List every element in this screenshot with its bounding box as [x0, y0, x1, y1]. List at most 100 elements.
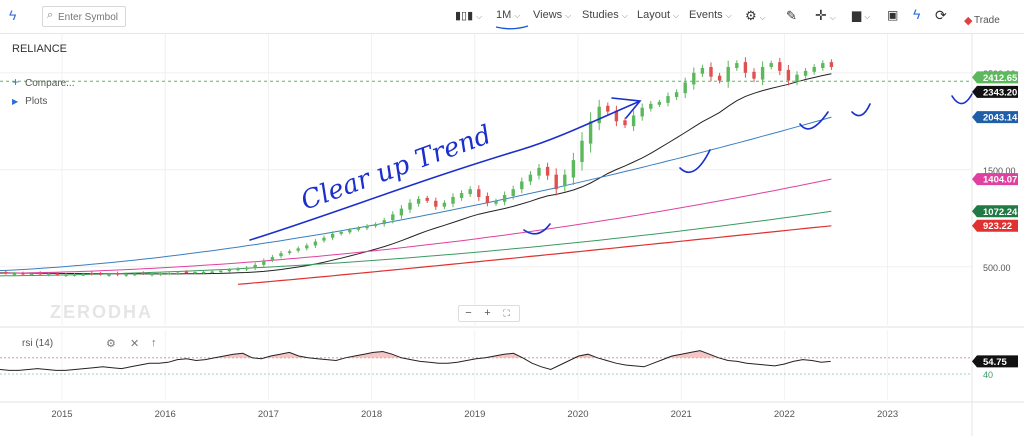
rsi-settings-icon[interactable]: ⚙ [106, 338, 116, 350]
candle [528, 171, 533, 185]
lightning-logo-icon[interactable]: ϟ [9, 7, 17, 23]
price-badge-shape [972, 219, 1018, 232]
layout-menu[interactable]: Layout ⌵ [637, 9, 679, 21]
chevron-down-icon: ⌵ [476, 12, 483, 21]
candle [184, 270, 189, 274]
rsi-close-icon[interactable]: ✕ [130, 338, 140, 350]
crosshair-icon: ✛ [815, 7, 827, 23]
candle-body [743, 62, 748, 73]
candle-body [236, 268, 240, 271]
candle-type-button[interactable]: ▮▯▮ ⌵ [455, 9, 482, 22]
views-menu[interactable]: Views ⌵ [533, 9, 571, 21]
search-icon: ⌕ [47, 9, 54, 21]
candle [442, 200, 447, 210]
candle-body [399, 208, 404, 216]
symbol-title: RELIANCE [12, 43, 68, 55]
candle [313, 239, 318, 248]
candle-body [606, 105, 610, 112]
candle-body [520, 181, 524, 190]
chevron-down-icon: ⌵ [725, 11, 732, 20]
search-input[interactable] [58, 9, 122, 26]
price-badge-shape [972, 173, 1018, 186]
candle [511, 185, 515, 200]
candle [588, 112, 593, 153]
ma-line-pink [0, 178, 832, 274]
draw-tool-button[interactable]: ✎ [786, 8, 797, 24]
candle [279, 251, 283, 259]
candle [115, 271, 120, 277]
candle-body [193, 272, 197, 274]
screenshot-button[interactable]: ▣ [887, 8, 898, 22]
price-badge-text: 2043.14 [983, 113, 1018, 124]
candle [201, 270, 206, 275]
ma-pink-price-label: 1404.07 [972, 173, 1018, 186]
candle [399, 205, 404, 219]
ma-red-price-label: 923.22 [972, 219, 1018, 232]
candle-body [812, 66, 816, 72]
candle-body [81, 274, 85, 276]
price-tick-label: 500.00 [983, 263, 1011, 273]
trade-icon[interactable]: ◆ [964, 15, 973, 27]
candle [193, 270, 197, 274]
candle-body [459, 193, 464, 198]
zoom-in-button[interactable]: + [484, 307, 491, 319]
rsi-move-up-icon[interactable]: ↑ [151, 337, 157, 349]
candle [597, 99, 601, 131]
fullscreen-icon[interactable]: ⛶ [503, 308, 510, 318]
candle-body [494, 200, 498, 204]
compare-button[interactable]: + Compare... [12, 75, 74, 89]
candle [563, 169, 567, 192]
candle [416, 196, 421, 207]
candle-body [666, 96, 670, 103]
candle-body [296, 248, 300, 251]
candle [356, 226, 361, 232]
studies-menu[interactable]: Studies ⌵ [582, 9, 628, 21]
candle [210, 270, 214, 274]
candle-body [391, 214, 395, 221]
moving-average-lines [0, 73, 832, 285]
candle [520, 177, 524, 194]
candle [55, 271, 60, 276]
candle [666, 92, 670, 107]
candle [803, 67, 808, 79]
rsi-level-label: 40 [983, 370, 993, 380]
zoom-out-button[interactable]: − [465, 307, 472, 319]
candle-body [803, 70, 808, 76]
settings-button[interactable]: ⚙ ⌵ [745, 8, 766, 24]
events-label: Events [689, 9, 723, 21]
candle [296, 246, 300, 253]
interval-button[interactable]: 1M ⌵ [496, 9, 520, 21]
comment-button[interactable]: ▆ ⌵ [852, 8, 870, 22]
plots-toggle[interactable]: ▶ Plots [12, 96, 47, 107]
axis-price-labels: 2343.20 2412.65 2043.14 1404.07 1072.24 923.2… [972, 71, 1018, 232]
candle-body [124, 274, 128, 276]
refresh-button[interactable]: ⟳ [935, 7, 947, 24]
candle [253, 262, 257, 270]
time-tick-label: 2020 [567, 409, 588, 420]
candle [821, 60, 825, 71]
candle [700, 64, 705, 77]
time-tick-label: 2022 [774, 409, 795, 420]
trend-arrow-head [611, 97, 642, 119]
candle-body [683, 82, 687, 94]
candle-body [614, 110, 619, 122]
trade-button[interactable]: Trade [974, 15, 1000, 26]
fast-button[interactable]: ϟ [913, 6, 920, 22]
candle [21, 271, 25, 276]
candle-body [141, 272, 146, 275]
candle-body [330, 233, 335, 238]
price-badge-text: 1072.24 [983, 207, 1018, 218]
zoom-controls: − + ⛶ [458, 305, 520, 322]
candle [425, 195, 429, 204]
candle [72, 272, 77, 277]
time-tick-label: 2015 [51, 409, 72, 420]
events-menu[interactable]: Events ⌵ [689, 9, 732, 21]
crosshair-button[interactable]: ✛ ⌵ [815, 7, 836, 24]
candle [391, 211, 395, 224]
candle [494, 198, 498, 206]
candle [726, 60, 730, 88]
symbol-search[interactable]: ⌕ [42, 6, 126, 27]
candle-body [502, 195, 507, 202]
candle [537, 163, 541, 180]
